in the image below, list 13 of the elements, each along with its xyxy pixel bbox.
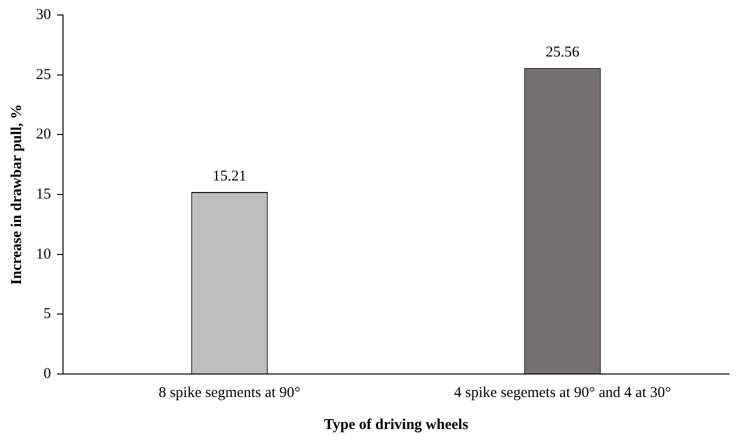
y-tick-label: 5 — [44, 306, 51, 322]
y-tick-label: 20 — [36, 126, 51, 143]
y-tick-label: 10 — [36, 246, 51, 262]
data-label: 15.21 — [212, 168, 246, 184]
x-axis-title: Type of driving wheels — [324, 416, 468, 433]
y-tick-label: 0 — [44, 366, 51, 382]
y-tick-label: 15 — [36, 186, 51, 202]
y-tick-label: 30 — [36, 6, 51, 23]
data-label: 25.56 — [546, 44, 580, 61]
y-tick-label: 25 — [36, 66, 51, 83]
x-tick-label: 4 spike segemets at 90° and 4 at 30° — [454, 384, 671, 401]
x-tick-label: 8 spike segments at 90° — [158, 384, 300, 401]
y-axis-title: Increase in drawbar pull, % — [8, 104, 25, 285]
